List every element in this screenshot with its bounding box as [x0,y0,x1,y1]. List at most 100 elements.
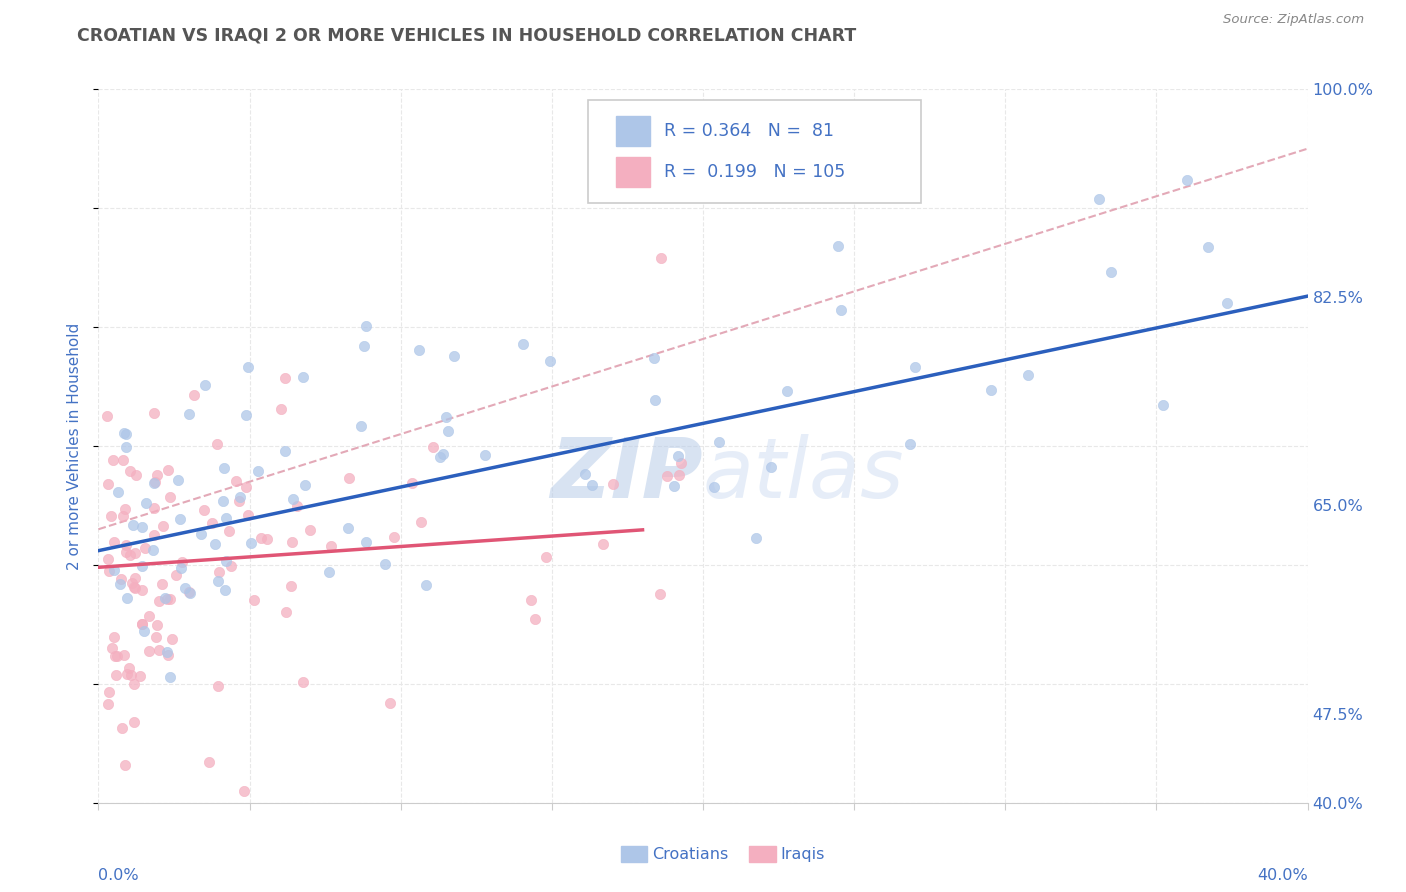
Point [108,576,131,591]
Point [337,521,360,535]
Point [143,475,166,489]
Point [105,668,128,682]
Point [159,490,181,504]
Point [356,318,378,333]
Point [574,467,596,482]
Point [97,477,120,491]
Point [103,630,125,644]
Point [101,641,124,656]
Point [707,434,730,449]
Point [292,675,315,690]
Point [172,555,194,569]
Point [900,437,922,451]
Point [443,349,465,363]
Point [1197,240,1219,254]
Point [1175,173,1198,187]
Point [142,528,165,542]
Point [97,697,120,711]
Point [157,463,180,477]
Point [474,448,496,462]
Point [592,537,614,551]
Text: Iraqis: Iraqis [780,847,825,862]
Point [212,494,235,508]
Point [668,468,690,483]
Point [98,685,121,699]
Point [167,473,190,487]
Point [274,444,297,458]
Point [118,661,141,675]
Point [281,535,304,549]
Text: R = 0.364   N =  81: R = 0.364 N = 81 [664,122,834,140]
Point [280,579,302,593]
Point [145,617,167,632]
Point [281,491,304,506]
Point [131,520,153,534]
Point [103,563,125,577]
Point [159,592,181,607]
Point [434,410,457,425]
Bar [621,847,647,862]
Point [247,464,270,478]
Point [422,440,444,454]
Point [190,526,212,541]
Point [664,479,686,493]
Point [212,461,235,475]
Point [229,490,252,504]
Point [666,449,689,463]
Point [214,583,236,598]
Point [534,549,557,564]
Point [124,570,146,584]
Y-axis label: 2 or more Vehicles in Household: 2 or more Vehicles in Household [67,322,83,570]
Point [201,516,224,531]
Point [429,450,451,464]
Point [415,578,437,592]
Point [114,502,136,516]
Point [215,510,238,524]
Point [294,478,316,492]
Point [238,359,260,374]
Point [165,567,187,582]
Point [1088,192,1111,206]
Point [115,545,138,559]
Point [776,384,799,398]
Point [103,535,125,549]
Text: ZIP: ZIP [550,434,703,515]
Point [215,554,238,568]
Bar [616,116,650,146]
Point [156,592,179,607]
Point [96,409,118,424]
Point [648,587,671,601]
Point [115,538,138,552]
Point [250,531,273,545]
Point [134,496,156,510]
Bar [616,157,650,187]
Point [148,594,170,608]
Point [378,696,401,710]
Point [128,669,150,683]
Point [143,475,166,490]
Point [124,581,146,595]
Point [156,644,179,658]
Point [124,546,146,560]
Point [179,586,201,600]
Point [276,605,298,619]
Point [657,468,679,483]
Point [208,566,231,580]
Point [524,611,547,625]
Point [1216,296,1239,310]
Point [124,714,146,729]
Point [104,649,127,664]
Point [759,460,782,475]
Point [170,561,193,575]
Point [830,302,852,317]
Point [150,577,173,591]
Point [110,572,132,586]
FancyBboxPatch shape [588,100,921,203]
Point [193,503,215,517]
Point [1017,368,1039,382]
Point [118,464,141,478]
Point [644,392,666,407]
Point [198,755,221,769]
Point [292,370,315,384]
Point [703,480,725,494]
